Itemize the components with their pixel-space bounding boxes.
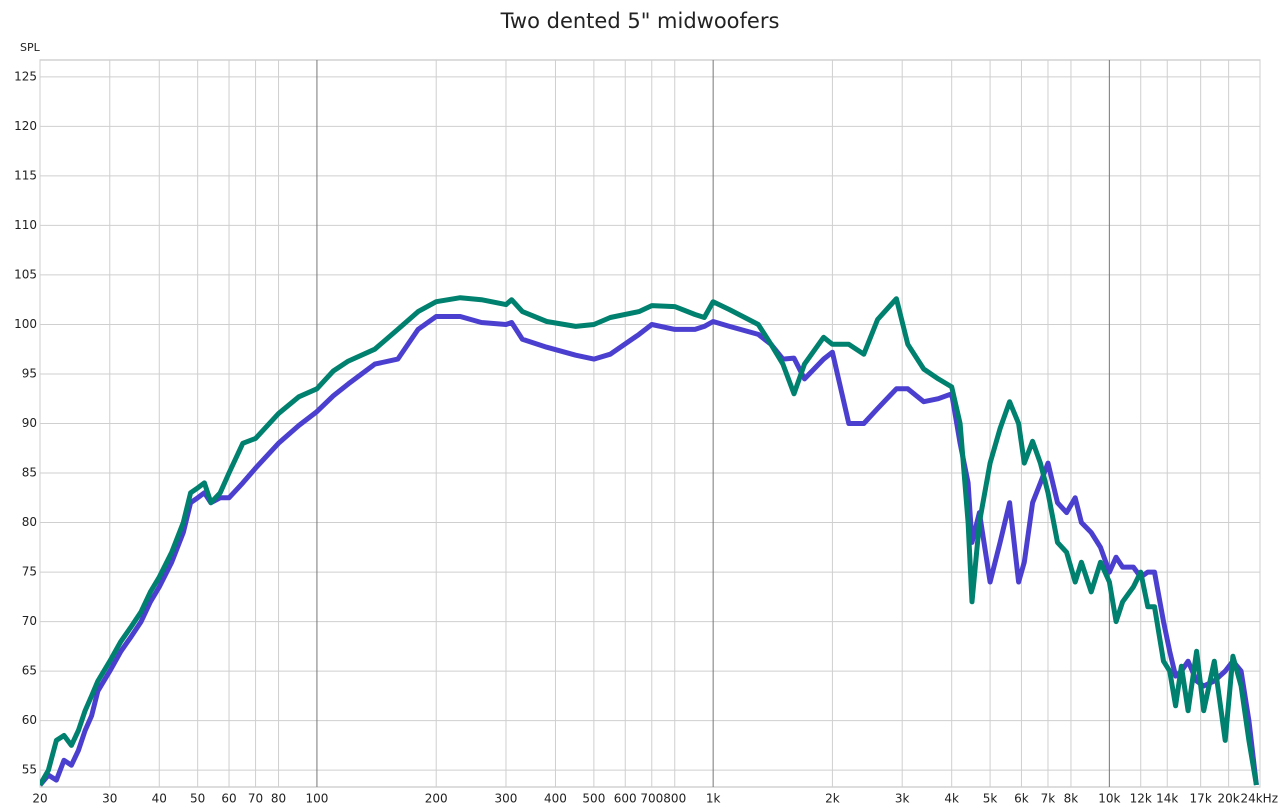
y-tick-label: 75	[22, 565, 37, 579]
x-tick-label: 4k	[944, 792, 959, 806]
y-tick-label: 55	[22, 763, 37, 777]
x-tick-label: 40	[152, 792, 167, 806]
x-tick-label: 400	[544, 792, 567, 806]
x-tick-label: 500	[582, 792, 605, 806]
y-tick-label: 125	[14, 69, 37, 83]
x-tick-label: 5k	[983, 792, 998, 806]
y-tick-label: 115	[14, 168, 37, 182]
x-tick-label: 2k	[825, 792, 840, 806]
y-tick-label: 90	[22, 416, 37, 430]
x-tick-label: 800	[663, 792, 686, 806]
x-tick-label: 60	[221, 792, 236, 806]
x-tick-label: 70	[248, 792, 263, 806]
chart-title: Two dented 5" midwoofers	[500, 9, 780, 33]
x-tick-label: 20k	[1218, 792, 1240, 806]
x-tick-label: 700	[640, 792, 663, 806]
series-line	[40, 295, 1259, 787]
y-tick-label: 105	[14, 267, 37, 281]
x-tick-label: 14k	[1156, 792, 1178, 806]
x-tick-label: 17k	[1190, 792, 1212, 806]
y-tick-label: 60	[22, 713, 37, 727]
y-tick-label: 110	[14, 218, 37, 232]
x-tick-label: 12k	[1130, 792, 1152, 806]
y-tick-label: 120	[14, 119, 37, 133]
x-tick-label: 30	[102, 792, 117, 806]
x-tick-label: 3k	[895, 792, 910, 806]
y-tick-label: 100	[14, 317, 37, 331]
x-tick-label: 7k	[1041, 792, 1056, 806]
y-tick-label: 95	[22, 366, 37, 380]
y-tick-label: 80	[22, 515, 37, 529]
x-tick-label: 20	[32, 792, 47, 806]
y-tick-label: 85	[22, 466, 37, 480]
y-tick-label: 70	[22, 614, 37, 628]
x-tick-label: 6k	[1014, 792, 1029, 806]
y-tick-label: 65	[22, 664, 37, 678]
x-tick-label: 200	[425, 792, 448, 806]
x-tick-label: 1k	[706, 792, 721, 806]
x-tick-label: 10k	[1098, 792, 1120, 806]
x-tick-label: 50	[190, 792, 205, 806]
x-tick-label: 8k	[1064, 792, 1079, 806]
y-axis-label: SPL	[20, 41, 41, 54]
x-tick-label: 600	[614, 792, 637, 806]
x-tick-label: 80	[271, 792, 286, 806]
x-tick-label: 24kHz	[1240, 792, 1278, 806]
x-tick-label: 300	[495, 792, 518, 806]
x-tick-label: 100	[305, 792, 328, 806]
series-group	[40, 295, 1259, 787]
